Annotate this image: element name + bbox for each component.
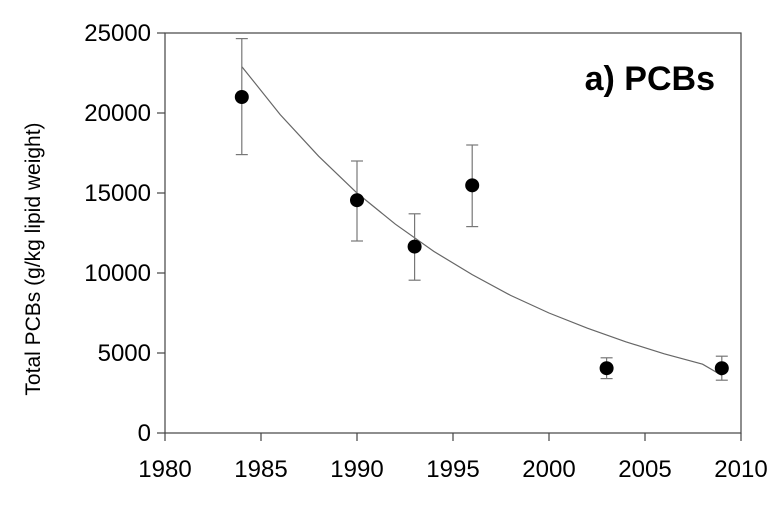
x-tick-label: 1985: [234, 456, 287, 483]
y-tick-label: 5000: [98, 340, 151, 367]
x-tick-label: 1995: [426, 456, 479, 483]
trend-line: [241, 66, 723, 376]
x-tick-label: 2010: [714, 456, 767, 483]
x-tick-label: 2005: [618, 456, 671, 483]
y-tick-label: 25000: [84, 20, 151, 47]
y-tick-label: 10000: [84, 260, 151, 287]
data-point: [407, 239, 422, 254]
x-tick-label: 2000: [522, 456, 575, 483]
x-axis-ticks: 1980 1985 1990 1995 2000 2005 2010: [138, 433, 768, 483]
x-tick-label: 1980: [138, 456, 191, 483]
x-tick-label: 1990: [330, 456, 383, 483]
y-tick-label: 0: [138, 420, 151, 447]
data-point: [234, 90, 249, 104]
y-tick-label: 15000: [84, 180, 151, 207]
data-point: [599, 361, 614, 376]
y-tick-label: 20000: [84, 100, 151, 127]
data-point: [350, 193, 364, 208]
trend-line-group: [241, 66, 723, 376]
data-points: [234, 90, 729, 376]
data-point: [465, 178, 480, 193]
y-axis-label: Total PCBs (g/kg lipid weight): [22, 122, 45, 395]
y-axis-ticks: 0 5000 10000 15000 20000 25000: [84, 20, 165, 447]
chart-title: a) PCBs: [585, 60, 715, 98]
data-point: [714, 361, 729, 376]
